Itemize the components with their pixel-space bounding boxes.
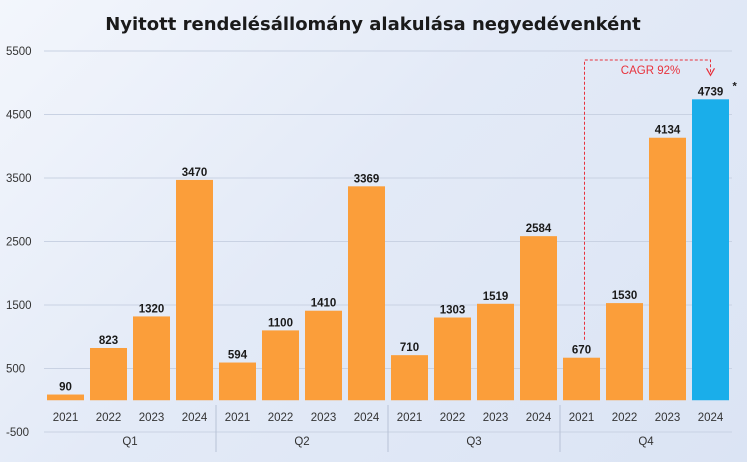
data-label: 3369 — [354, 173, 380, 185]
x-tick-label: 2021 — [569, 412, 595, 424]
bar — [262, 330, 299, 401]
bar — [47, 394, 84, 401]
x-tick-label: 2021 — [397, 412, 423, 424]
bar — [90, 347, 127, 401]
data-label: 1530 — [612, 290, 638, 302]
x-tick-label: 2024 — [354, 412, 380, 424]
arrow-head-icon — [705, 68, 716, 77]
data-label: 1303 — [440, 305, 466, 317]
x-tick-label: 2023 — [483, 412, 509, 424]
bar — [692, 99, 729, 401]
bar — [305, 310, 342, 401]
group-label: Q1 — [122, 436, 137, 448]
cagr-bracket — [584, 59, 711, 340]
bar — [649, 137, 686, 401]
bar — [520, 236, 557, 401]
data-label: 4134 — [655, 125, 681, 137]
x-tick-label: 2024 — [526, 412, 552, 424]
bars: 90 823 1320 3470 594 1100 1410 3369 710 1303 1519 2… — [47, 80, 738, 401]
x-tick-label: 2021 — [53, 412, 79, 424]
x-tick-label: 2023 — [655, 412, 681, 424]
data-label: 1100 — [268, 317, 293, 329]
y-tick-label: 3500 — [6, 173, 32, 185]
y-tick-label: 1500 — [6, 300, 32, 312]
group-label: Q4 — [638, 436, 654, 448]
x-tick-label: 2021 — [225, 412, 251, 424]
x-tick-label: 2023 — [311, 412, 337, 424]
data-label: 3470 — [182, 167, 208, 179]
data-label: 670 — [572, 345, 591, 357]
bar — [133, 316, 170, 401]
data-label: 1410 — [311, 298, 337, 310]
x-tick-label: 2022 — [440, 412, 466, 424]
data-label: 1519 — [483, 291, 509, 303]
bar — [477, 303, 514, 401]
cagr-annotation: CAGR 92% — [584, 59, 716, 340]
y-tick-label: 2500 — [6, 237, 32, 249]
x-axis: 2021 2022 2023 2024 Q1 2021 2022 2023 2024 Q2 2021… — [53, 405, 724, 452]
x-tick-label: 2022 — [612, 412, 638, 424]
y-axis: 5500 4500 3500 2500 1500 500 -500 — [6, 46, 32, 439]
y-tick-label: 500 — [6, 364, 25, 376]
chart-title: Nyitott rendelésállomány alakulása negye… — [105, 14, 641, 35]
x-tick-label: 2022 — [268, 412, 294, 424]
y-tick-label: -500 — [6, 427, 29, 439]
data-label: 823 — [99, 335, 118, 347]
data-label: 1320 — [139, 303, 165, 315]
group-label: Q3 — [466, 436, 481, 448]
y-tick-label: 4500 — [6, 110, 32, 122]
bar — [391, 355, 428, 401]
data-label: 90 — [59, 382, 72, 394]
x-tick-label: 2024 — [698, 412, 724, 424]
x-tick-label: 2022 — [96, 412, 122, 424]
data-label: 2584 — [526, 223, 552, 235]
data-label: 594 — [228, 350, 248, 362]
x-tick-label: 2024 — [182, 412, 208, 424]
data-label: 4739 — [698, 86, 724, 98]
bar — [563, 357, 600, 401]
bar — [606, 303, 643, 401]
footnote-mark: * — [733, 80, 738, 92]
bar — [219, 362, 256, 401]
bar — [434, 317, 471, 401]
group-label: Q2 — [294, 436, 309, 448]
x-tick-label: 2023 — [139, 412, 165, 424]
y-tick-label: 5500 — [6, 46, 32, 58]
cagr-label: CAGR 92% — [621, 65, 680, 77]
bar — [348, 186, 385, 401]
data-label: 710 — [400, 342, 419, 354]
bar — [176, 179, 213, 401]
